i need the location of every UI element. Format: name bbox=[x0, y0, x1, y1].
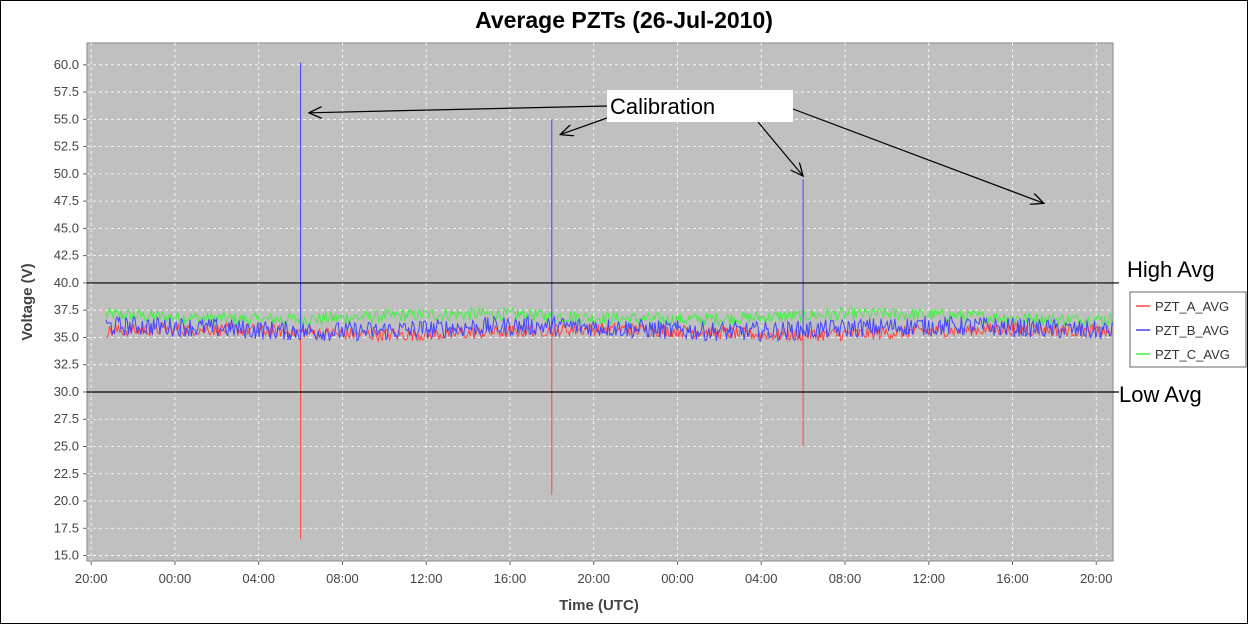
reference-line-label: Low Avg bbox=[1119, 382, 1202, 407]
annotation-arrow bbox=[792, 108, 1044, 203]
series-line-pzt-b-avg bbox=[105, 62, 1113, 342]
x-tick-label: 12:00 bbox=[912, 571, 945, 586]
y-tick-label: 20.0 bbox=[54, 493, 79, 508]
calibration-annotation: Calibration bbox=[309, 90, 1044, 203]
reference-line-label: High Avg bbox=[1127, 257, 1215, 282]
x-tick-label: 08:00 bbox=[829, 571, 862, 586]
x-tick-label: 04:00 bbox=[242, 571, 275, 586]
legend: PZT_A_AVG PZT_B_AVG PZT_C_AVG bbox=[1129, 291, 1247, 368]
y-tick-label: 40.0 bbox=[54, 275, 79, 290]
legend-entry: PZT_B_AVG bbox=[1155, 323, 1229, 338]
y-tick-label: 37.5 bbox=[54, 302, 79, 317]
series-layer bbox=[105, 62, 1113, 540]
y-tick-label: 32.5 bbox=[54, 357, 79, 372]
y-tick-label: 15.0 bbox=[54, 548, 79, 563]
x-tick-label: 16:00 bbox=[996, 571, 1029, 586]
reference-lines: High Avg Low Avg bbox=[87, 257, 1215, 407]
chart-title: Average PZTs (26-Jul-2010) bbox=[475, 7, 773, 33]
x-tick-label: 08:00 bbox=[326, 571, 359, 586]
x-tick-label: 12:00 bbox=[410, 571, 443, 586]
y-tick-label: 45.0 bbox=[54, 220, 79, 235]
x-tick-label: 20:00 bbox=[75, 571, 108, 586]
x-axis-label: Time (UTC) bbox=[559, 597, 639, 614]
x-tick-label: 04:00 bbox=[745, 571, 778, 586]
y-tick-label: 50.0 bbox=[54, 166, 79, 181]
x-tick-label: 20:00 bbox=[1080, 571, 1113, 586]
series-line-pzt-c-avg bbox=[105, 305, 1113, 328]
y-tick-label: 30.0 bbox=[54, 384, 79, 399]
y-tick-label: 55.0 bbox=[54, 111, 79, 126]
x-tick-label: 20:00 bbox=[577, 571, 610, 586]
annotation-arrow bbox=[757, 121, 803, 176]
annotation-label: Calibration bbox=[610, 94, 715, 119]
y-tick-label: 22.5 bbox=[54, 466, 79, 481]
legend-entry: PZT_C_AVG bbox=[1155, 347, 1230, 362]
y-axis-label: Voltage (V) bbox=[19, 263, 36, 340]
y-axis: 15.0 17.5 20.0 22.5 25.0 27.5 30.0 32.5 35.0 37.5… bbox=[54, 57, 87, 563]
annotation-box bbox=[607, 90, 793, 122]
y-tick-label: 27.5 bbox=[54, 411, 79, 426]
x-tick-label: 00:00 bbox=[159, 571, 192, 586]
annotation-arrow bbox=[560, 117, 608, 135]
x-tick-label: 16:00 bbox=[494, 571, 527, 586]
y-tick-label: 17.5 bbox=[54, 520, 79, 535]
y-tick-label: 25.0 bbox=[54, 438, 79, 453]
x-tick-label: 00:00 bbox=[661, 571, 694, 586]
y-tick-label: 60.0 bbox=[54, 57, 79, 72]
y-tick-label: 47.5 bbox=[54, 193, 79, 208]
y-tick-label: 57.5 bbox=[54, 84, 79, 99]
y-tick-label: 42.5 bbox=[54, 248, 79, 263]
legend-entry: PZT_A_AVG bbox=[1155, 299, 1229, 314]
y-tick-label: 35.0 bbox=[54, 329, 79, 344]
x-axis: 20:00 00:00 04:00 08:00 12:00 16:00 20:00 00:00… bbox=[75, 561, 1113, 586]
y-tick-label: 52.5 bbox=[54, 139, 79, 154]
annotation-arrow bbox=[309, 105, 608, 113]
plot-area bbox=[86, 42, 1114, 562]
